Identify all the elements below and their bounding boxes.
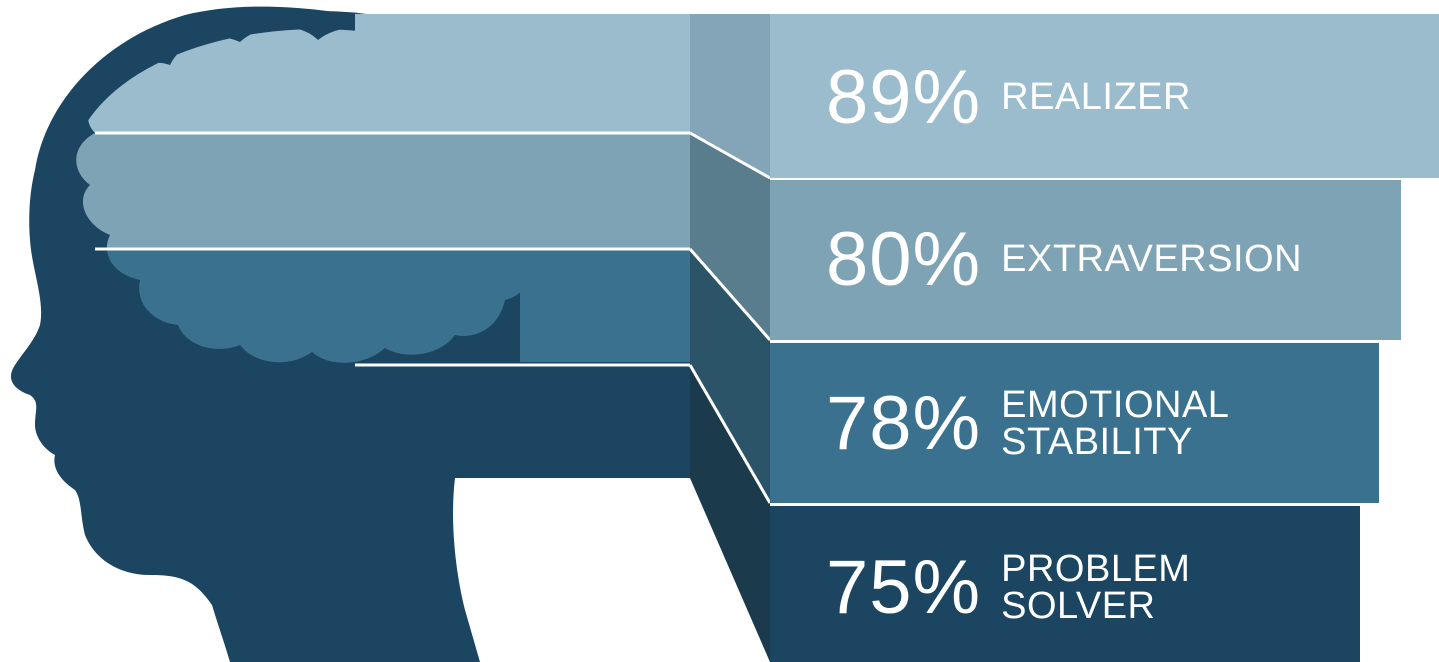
tier-1-back (355, 14, 690, 133)
tier-1-percent: 89% (826, 55, 982, 140)
tier-2-label: 80% EXTRAVERSION (826, 210, 1302, 310)
tier-3-label: 78% EMOTIONAL STABILITY (826, 374, 1229, 474)
tier-3-bar (770, 343, 1379, 503)
tier-4-name: PROBLEM SOLVER (1001, 547, 1191, 627)
tier-2-bar (770, 180, 1401, 340)
tier-3-back (520, 249, 690, 362)
tier-4-percent: 75% (826, 545, 982, 630)
tier-3-name: EMOTIONAL STABILITY (1001, 383, 1230, 463)
tier-1-bar (770, 14, 1439, 178)
tier-1-name: REALIZER (1001, 76, 1191, 119)
tier-2-side (690, 133, 770, 340)
tier-2-percent: 80% (826, 217, 982, 302)
tier-2-name: EXTRAVERSION (1001, 238, 1303, 281)
tier-3-percent: 78% (826, 381, 982, 466)
tier-3-side (690, 249, 770, 503)
tier-2-back (505, 133, 690, 249)
tier-4-side (690, 365, 770, 662)
tier-4-bar (770, 506, 1360, 662)
tier-4-label: 75% PROBLEM SOLVER (826, 538, 1190, 638)
tier-1-side (690, 14, 770, 178)
tier-1-label: 89% REALIZER (826, 48, 1191, 148)
